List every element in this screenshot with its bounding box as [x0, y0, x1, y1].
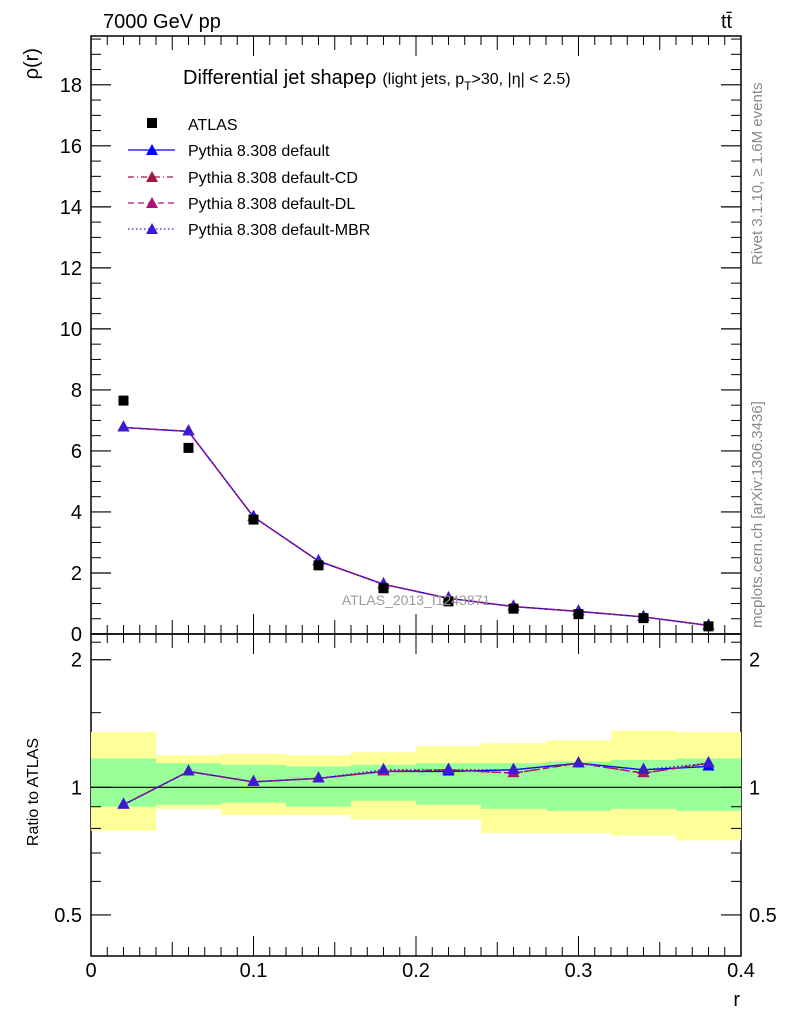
legend-dl-label: Pythia 8.308 default-DL — [188, 196, 355, 213]
ratio-bands — [91, 730, 741, 841]
ratio-y-tick-label-right: 1 — [749, 777, 760, 799]
x-tick-label: 0 — [85, 960, 96, 982]
chart-title-sub: (light jets, p — [382, 71, 464, 88]
ratio-y-tick-label-right: 2 — [749, 650, 760, 672]
legend-default-label: Pythia 8.308 default — [188, 143, 330, 160]
process-label: tt̄ — [721, 11, 733, 33]
main-y-tick-label: 4 — [71, 502, 82, 524]
ratio-point-mbr — [637, 762, 650, 774]
ratio-axis-ticks: 0.5 0.5 1 1 2 2 0 0.1 0.2 0.3 0.4 — [54, 634, 777, 982]
ratio-series — [117, 756, 715, 809]
ratio-point-mbr — [312, 771, 325, 783]
rivet-label: Rivet 3.1.10, ≥ 1.6M events — [749, 83, 766, 266]
ratio-point-mbr — [702, 756, 715, 768]
legend: ATLAS Pythia 8.308 default Pythia 8.308 … — [128, 117, 370, 239]
ratio-y-tick-label-right: 0.5 — [749, 905, 777, 927]
point-atlas — [248, 514, 259, 525]
ratio-point-mbr — [182, 764, 195, 776]
main-y-axis-label: ρ(r) — [21, 48, 43, 79]
main-y-tick-label: 0 — [71, 624, 82, 646]
ratio-y-tick-label: 0.5 — [54, 905, 82, 927]
main-y-tick-label: 18 — [60, 75, 82, 97]
point-mbr — [182, 424, 195, 436]
legend-cd-label: Pythia 8.308 default-CD — [188, 170, 358, 187]
main-y-tick-label: 10 — [60, 319, 82, 341]
legend-atlas-marker — [147, 118, 157, 128]
ratio-y-axis-label: Ratio to ATLAS — [25, 738, 42, 846]
main-y-tick-label: 16 — [60, 136, 82, 158]
point-atlas — [638, 613, 649, 624]
main-series — [117, 395, 715, 632]
main-y-tick-label: 2 — [71, 563, 82, 585]
x-tick-label: 0.3 — [565, 960, 593, 982]
green-band-bin — [546, 761, 611, 811]
ratio-point-mbr — [377, 762, 390, 774]
ratio-line-mbr — [123, 762, 709, 806]
legend-mbr-label: Pythia 8.308 default-MBR — [188, 222, 370, 239]
ratio-y-tick-label: 2 — [71, 650, 82, 672]
ratio-point-mbr — [572, 756, 585, 768]
main-y-tick-label: 8 — [71, 380, 82, 402]
legend-dl-marker — [146, 197, 158, 208]
chart-title-sub-rest: >30, |η| < 2.5) — [472, 71, 571, 88]
point-atlas — [378, 583, 389, 594]
x-axis-label: r — [733, 989, 740, 1011]
point-atlas — [313, 560, 324, 571]
analysis-watermark: ATLAS_2013_I1243871 — [342, 592, 491, 608]
point-atlas — [508, 603, 519, 614]
chart-title-subscript: T — [464, 79, 472, 93]
chart-title: Differential jet shapeρ (light jets, pT>3… — [183, 67, 571, 93]
ratio-line-dl — [123, 762, 709, 806]
ratio-point-mbr — [442, 762, 455, 774]
ratio-point-mbr — [117, 797, 130, 809]
mcplots-label: mcplots.cern.ch [arXiv:1306.3436] — [749, 401, 766, 628]
ratio-y-tick-label: 1 — [71, 777, 82, 799]
main-axis-ticks: 0 2 4 6 8 10 12 14 16 18 — [60, 36, 742, 646]
chart-title-main: Differential jet shapeρ — [183, 67, 376, 89]
x-tick-label: 0.1 — [240, 960, 268, 982]
ratio-point-mbr — [247, 774, 260, 786]
legend-cd-marker — [146, 171, 158, 182]
series-line-mbr — [123, 426, 709, 627]
main-y-tick-label: 6 — [71, 441, 82, 463]
point-atlas — [118, 395, 129, 406]
legend-atlas-label: ATLAS — [188, 117, 238, 134]
x-tick-label: 0.4 — [727, 960, 755, 982]
ratio-point-mbr — [507, 762, 520, 774]
main-y-tick-label: 12 — [60, 258, 82, 280]
energy-label: 7000 GeV pp — [103, 11, 221, 33]
x-tick-label: 0.2 — [402, 960, 430, 982]
point-atlas — [573, 609, 584, 620]
point-mbr — [117, 420, 130, 432]
point-atlas — [703, 621, 714, 632]
legend-mbr-marker — [146, 223, 158, 234]
main-y-tick-label: 14 — [60, 197, 82, 219]
point-atlas — [443, 596, 454, 607]
legend-default-marker — [146, 144, 158, 155]
point-atlas — [183, 442, 194, 453]
